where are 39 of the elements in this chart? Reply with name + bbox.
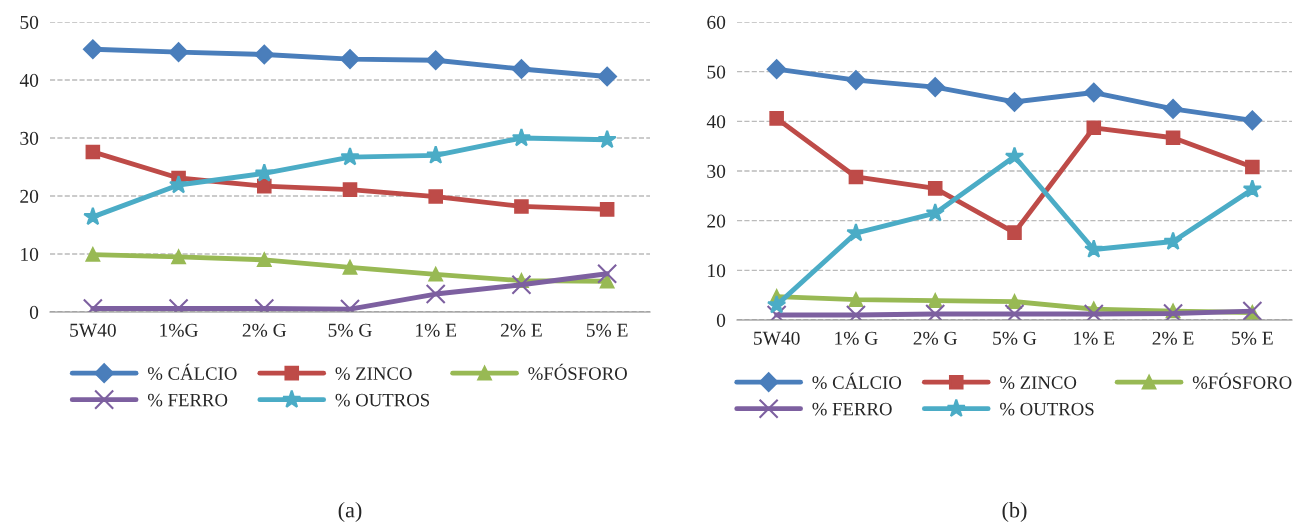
legend-label: % CÁLCIO: [812, 372, 902, 389]
x-tick-label: 5% G: [328, 323, 372, 337]
y-tick-label: 0: [716, 313, 726, 327]
legend-label: % OUTROS: [335, 393, 430, 407]
x-tick-label: 5% G: [993, 331, 1037, 345]
y-tick-label: 30: [707, 164, 726, 178]
text: (a): [338, 501, 362, 523]
legend-label: % ZINCO: [1000, 376, 1077, 389]
x-tick-label: 5W40: [754, 331, 800, 345]
x-tick-label: 2% G: [913, 331, 958, 345]
legend-label: % FERRO: [812, 402, 892, 416]
x-tick-label: 1% E: [416, 323, 457, 337]
x-tick-label: 2% E: [1152, 331, 1194, 345]
text: (b): [1002, 501, 1027, 523]
legend-label: %FÓSFORO: [1192, 372, 1292, 389]
y-tick-label: 50: [20, 15, 39, 29]
x-tick-label: 1% G: [835, 331, 878, 345]
x-tick-label: 2% G: [242, 323, 287, 337]
y-tick-label: 30: [20, 131, 39, 145]
y-tick-label: 50: [707, 65, 726, 79]
y-tick-label: 20: [20, 189, 39, 203]
y-tick-label: 0: [29, 305, 39, 319]
y-tick-label: 20: [707, 214, 726, 228]
legend-label: % FERRO: [147, 393, 228, 407]
legend-label: % CÁLCIO: [147, 363, 237, 380]
y-tick-label: 40: [19, 73, 39, 87]
y-tick-label: 40: [706, 115, 726, 129]
legend-label: %FÓSFORO: [528, 363, 627, 380]
legend-label: % ZINCO: [335, 367, 412, 380]
x-tick-label: 5% E: [586, 323, 628, 337]
x-tick-label: 1% E: [1074, 331, 1115, 345]
x-tick-label: 5W40: [70, 323, 116, 337]
legend-label: % OUTROS: [1000, 402, 1094, 416]
y-tick-label: 10: [21, 247, 39, 261]
x-tick-label: 5% E: [1232, 331, 1273, 345]
x-tick-label: 1%G: [160, 323, 198, 337]
y-tick-label: 60: [707, 15, 726, 29]
y-tick-label: 10: [708, 264, 726, 278]
x-tick-label: 2% E: [500, 323, 542, 337]
